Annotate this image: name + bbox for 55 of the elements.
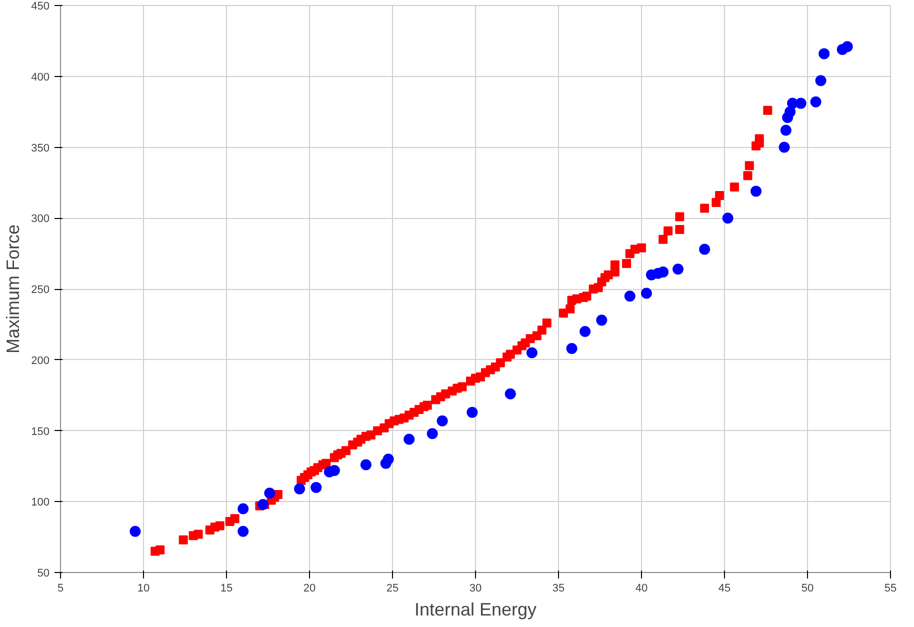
y-tick-label: 200 [31, 354, 50, 367]
point [526, 347, 538, 358]
point [815, 75, 826, 86]
point [404, 434, 415, 445]
y-tick-label: 400 [31, 71, 50, 84]
y-tick-label: 150 [31, 426, 50, 438]
y-axis-title: Maximum Force [3, 224, 24, 354]
x-tick-label: 15 [220, 582, 233, 594]
point [360, 459, 372, 470]
x-axis-title: Internal Energy [414, 600, 537, 620]
x-tick-label: 25 [386, 582, 399, 594]
point [795, 98, 806, 109]
y-tick-label: 50 [37, 568, 50, 580]
y-tick-label: 350 [31, 142, 50, 154]
x-tick-label: 55 [884, 582, 897, 594]
point [842, 41, 853, 52]
point [426, 428, 438, 440]
x-tick-label: 50 [801, 582, 814, 594]
point [640, 288, 652, 299]
point [810, 96, 822, 108]
point [580, 326, 591, 338]
point [382, 454, 394, 465]
point [130, 526, 141, 537]
point [672, 264, 684, 275]
y-tick-label: 250 [31, 284, 50, 296]
point [238, 503, 249, 514]
point [778, 142, 790, 153]
point [466, 406, 478, 418]
x-tick-label: 10 [137, 582, 150, 594]
point [818, 48, 830, 60]
point [699, 244, 710, 255]
point [624, 290, 636, 302]
x-tick-label: 40 [635, 582, 648, 594]
point [258, 498, 269, 510]
x-tick-label: 30 [469, 582, 482, 594]
point [750, 186, 762, 197]
point [310, 482, 322, 493]
point [596, 314, 608, 326]
point [566, 343, 578, 354]
x-tick-label: 5 [57, 582, 64, 594]
x-tick-label: 35 [552, 582, 565, 594]
point [436, 415, 448, 426]
point [784, 106, 796, 118]
x-tick-label: 20 [303, 582, 316, 594]
point [294, 483, 306, 494]
point [780, 124, 792, 136]
x-tick-label: 45 [718, 582, 731, 594]
point [264, 488, 276, 499]
y-tick-label: 300 [31, 213, 50, 226]
point [504, 388, 516, 400]
point [658, 266, 669, 278]
point [238, 526, 249, 537]
point [722, 212, 734, 224]
y-tick-label: 100 [31, 496, 50, 509]
y-tick-label: 450 [31, 0, 50, 12]
